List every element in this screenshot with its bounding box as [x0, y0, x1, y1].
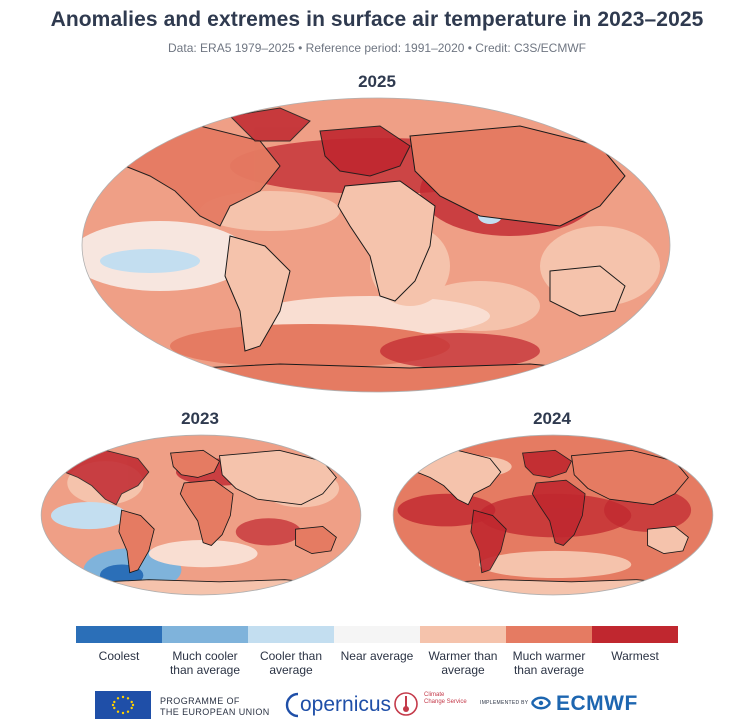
legend-label: Coolest	[98, 649, 140, 663]
eu-flag-icon	[95, 691, 151, 719]
legend-swatch	[76, 626, 162, 643]
legend-item-warmest: Warmest	[592, 626, 678, 663]
legend-swatch	[162, 626, 248, 643]
legend-item-coolest: Coolest	[76, 626, 162, 663]
legend-label: Much cooler than average	[169, 649, 241, 677]
legend-label: Near average	[340, 649, 414, 663]
copernicus-text: opernicus	[300, 693, 392, 716]
map-2023	[40, 434, 362, 596]
climate-change-service-icon	[394, 692, 418, 716]
map-2024	[392, 434, 714, 596]
map-label-2025: 2025	[358, 72, 396, 91]
legend: Coolest Much cooler than average Cooler …	[76, 626, 678, 686]
eu-line-1: PROGRAMME OF	[160, 696, 240, 706]
ecmwf-text: ECMWF	[556, 692, 638, 715]
c3s-line-1: Climate	[424, 692, 445, 698]
c3s-text: Climate Change Service	[424, 692, 467, 706]
legend-swatch	[420, 626, 506, 643]
copernicus-logo-icon	[285, 692, 299, 718]
legend-item-near-average: Near average	[334, 626, 420, 663]
legend-label: Much warmer than average	[512, 649, 586, 677]
eu-line-2: THE EUROPEAN UNION	[160, 707, 270, 717]
legend-item-much-warmer: Much warmer than average	[506, 626, 592, 677]
legend-item-cooler: Cooler than average	[248, 626, 334, 677]
legend-item-much-cooler: Much cooler than average	[162, 626, 248, 677]
eu-programme-text: PROGRAMME OF THE EUROPEAN UNION	[160, 696, 270, 718]
legend-swatch	[592, 626, 678, 643]
c3s-line-2: Change Service	[424, 699, 467, 705]
map-label-2023: 2023	[181, 409, 219, 428]
footer-logos: PROGRAMME OF THE EUROPEAN UNION opernicu…	[0, 688, 754, 720]
map-2025	[81, 97, 671, 393]
legend-label: Cooler than average	[259, 649, 323, 677]
ecmwf-logo-icon	[530, 696, 552, 710]
legend-swatch	[334, 626, 420, 643]
page-title: Anomalies and extremes in surface air te…	[50, 8, 704, 31]
legend-label: Warmest	[611, 649, 659, 663]
legend-swatch	[506, 626, 592, 643]
map-label-2024: 2024	[533, 409, 571, 428]
legend-swatch	[248, 626, 334, 643]
page-subtitle: Data: ERA5 1979–2025 • Reference period:…	[168, 41, 586, 55]
implemented-by-text: IMPLEMENTED BY	[480, 700, 529, 706]
legend-label: Warmer than average	[428, 649, 498, 677]
legend-item-warmer: Warmer than average	[420, 626, 506, 677]
